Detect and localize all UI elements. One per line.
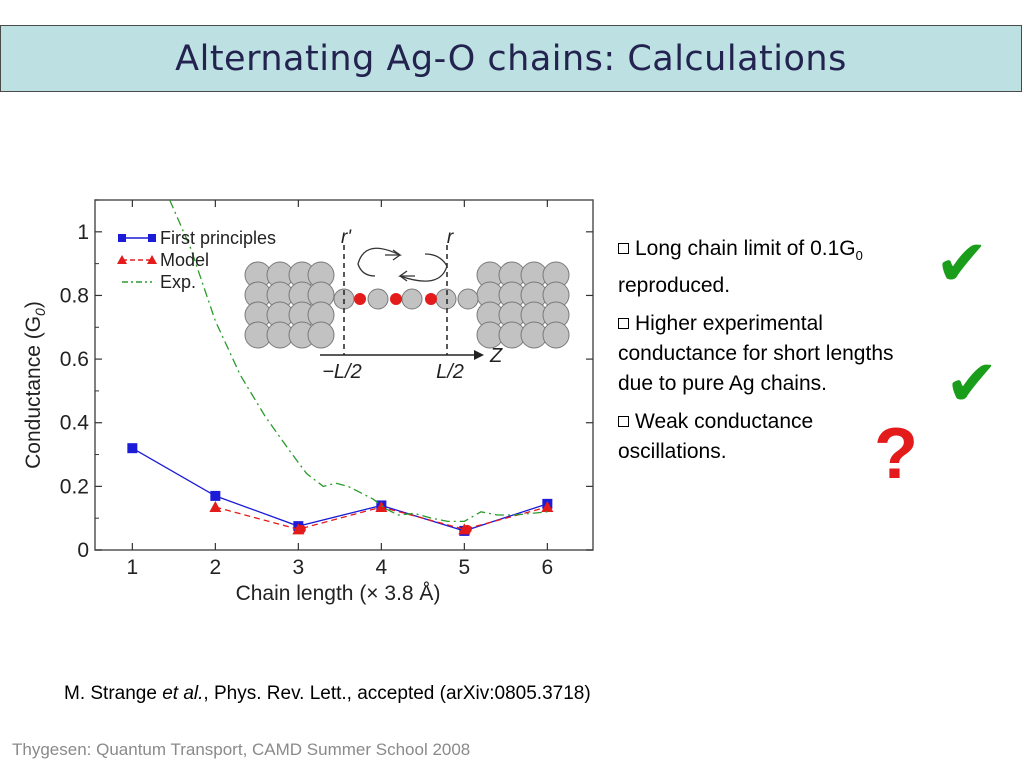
legend-marker (147, 255, 157, 264)
atom (435, 288, 457, 310)
oxygen-atom (425, 293, 437, 305)
x-tick-label: 6 (542, 556, 554, 579)
bullet-2-text: Higher experimental (635, 312, 823, 336)
bullet-1-subscript: 0 (855, 248, 863, 264)
y-tick-label: 0.4 (60, 412, 90, 435)
series-line-first-principles (132, 447, 548, 532)
arrow-curve (399, 253, 448, 282)
bullet-1-line2: reproduced. (618, 274, 731, 298)
y-axis-label: Conductance (G0) (22, 301, 48, 469)
citation-author: M. Strange (64, 683, 163, 704)
arrow-head (385, 249, 403, 261)
oxygen-atom (354, 293, 366, 305)
title-bar: Alternating Ag-O chains: Calculations (0, 25, 1022, 92)
bullet-2-line2: conductance for short lengths (618, 342, 894, 366)
y-tick-label: 0 (77, 539, 89, 562)
conductance-chart: 1 2 3 4 5 6 0 0.2 0.4 0.6 0.8 1 Chain length (× 3.8 … (22, 199, 594, 605)
data-point (210, 490, 221, 501)
data-point (462, 524, 472, 534)
bullet-2: Higher experimental conductance for shor… (618, 309, 963, 399)
data-point (375, 501, 388, 513)
footer: Thygesen: Quantum Transport, CAMD Summer… (12, 740, 471, 759)
legend-label: Exp. (160, 272, 196, 292)
arrow-head (397, 270, 415, 282)
x-tick-label: 3 (293, 556, 305, 579)
atom (367, 288, 389, 310)
bullet-3: Weak conductance oscillations. (618, 407, 963, 467)
series-line-exp- (169, 200, 548, 523)
data-point (127, 443, 138, 454)
bullet-3-text: Weak conductance (635, 410, 814, 434)
atom (457, 288, 479, 310)
x-tick-label: 2 (210, 556, 222, 579)
data-layer (127, 200, 554, 536)
inset-label-left: −L/2 (322, 361, 361, 383)
inset-diagram (244, 245, 570, 360)
z-axis-arrowhead (474, 350, 484, 360)
x-tick-label: 1 (127, 556, 139, 579)
inset-label-r-prime: r' (341, 227, 352, 248)
inset-label-right: L/2 (436, 361, 464, 383)
checkbox-bullet-icon (618, 318, 629, 330)
x-tick-label: 5 (459, 556, 471, 579)
citation-rest: , Phys. Rev. Lett., accepted (arXiv:0805… (203, 683, 591, 704)
checkbox-bullet-icon (618, 416, 629, 428)
legend-label: Model (160, 250, 209, 270)
data-point (541, 501, 554, 513)
legend-marker (148, 234, 156, 242)
legend-label: First principles (160, 228, 276, 248)
legend-marker (117, 255, 127, 264)
citation-etal: et al. (162, 683, 204, 704)
bullet-1: Long chain limit of 0.1G0 reproduced. (618, 234, 963, 301)
inset-label-z: Z (489, 345, 503, 367)
bullet-3-line2: oscillations. (618, 440, 727, 464)
citation: M. Strange et al., Phys. Rev. Lett., acc… (64, 683, 591, 705)
data-point (296, 524, 306, 534)
oxygen-atom (390, 293, 402, 305)
arrow-curve (357, 247, 401, 277)
legend-marker (118, 234, 126, 242)
y-tick-label: 0.8 (60, 284, 89, 307)
atom (401, 288, 423, 310)
bullet-2-line3: due to pure Ag chains. (618, 372, 827, 396)
data-point (209, 501, 222, 513)
bullet-1-text: Long chain limit of 0.1G (635, 237, 856, 260)
x-axis-label: Chain length (× 3.8 Å) (236, 582, 441, 605)
y-tick-label: 1 (77, 221, 89, 244)
checkmark-icon: ✔ (945, 347, 999, 421)
x-tick-label: 4 (376, 556, 388, 579)
atom (307, 321, 335, 349)
y-tick-label: 0.2 (60, 475, 89, 498)
checkbox-bullet-icon (618, 243, 629, 254)
checkmark-icon: ✔ (935, 227, 989, 301)
slide-title: Alternating Ag-O chains: Calculations (175, 38, 847, 79)
atom (542, 321, 570, 349)
inset-label-r: r (447, 227, 454, 248)
bullet-list: Long chain limit of 0.1G0 reproduced. Hi… (618, 234, 963, 475)
question-mark-icon: ? (874, 414, 918, 494)
y-tick-label: 0.6 (60, 348, 89, 371)
